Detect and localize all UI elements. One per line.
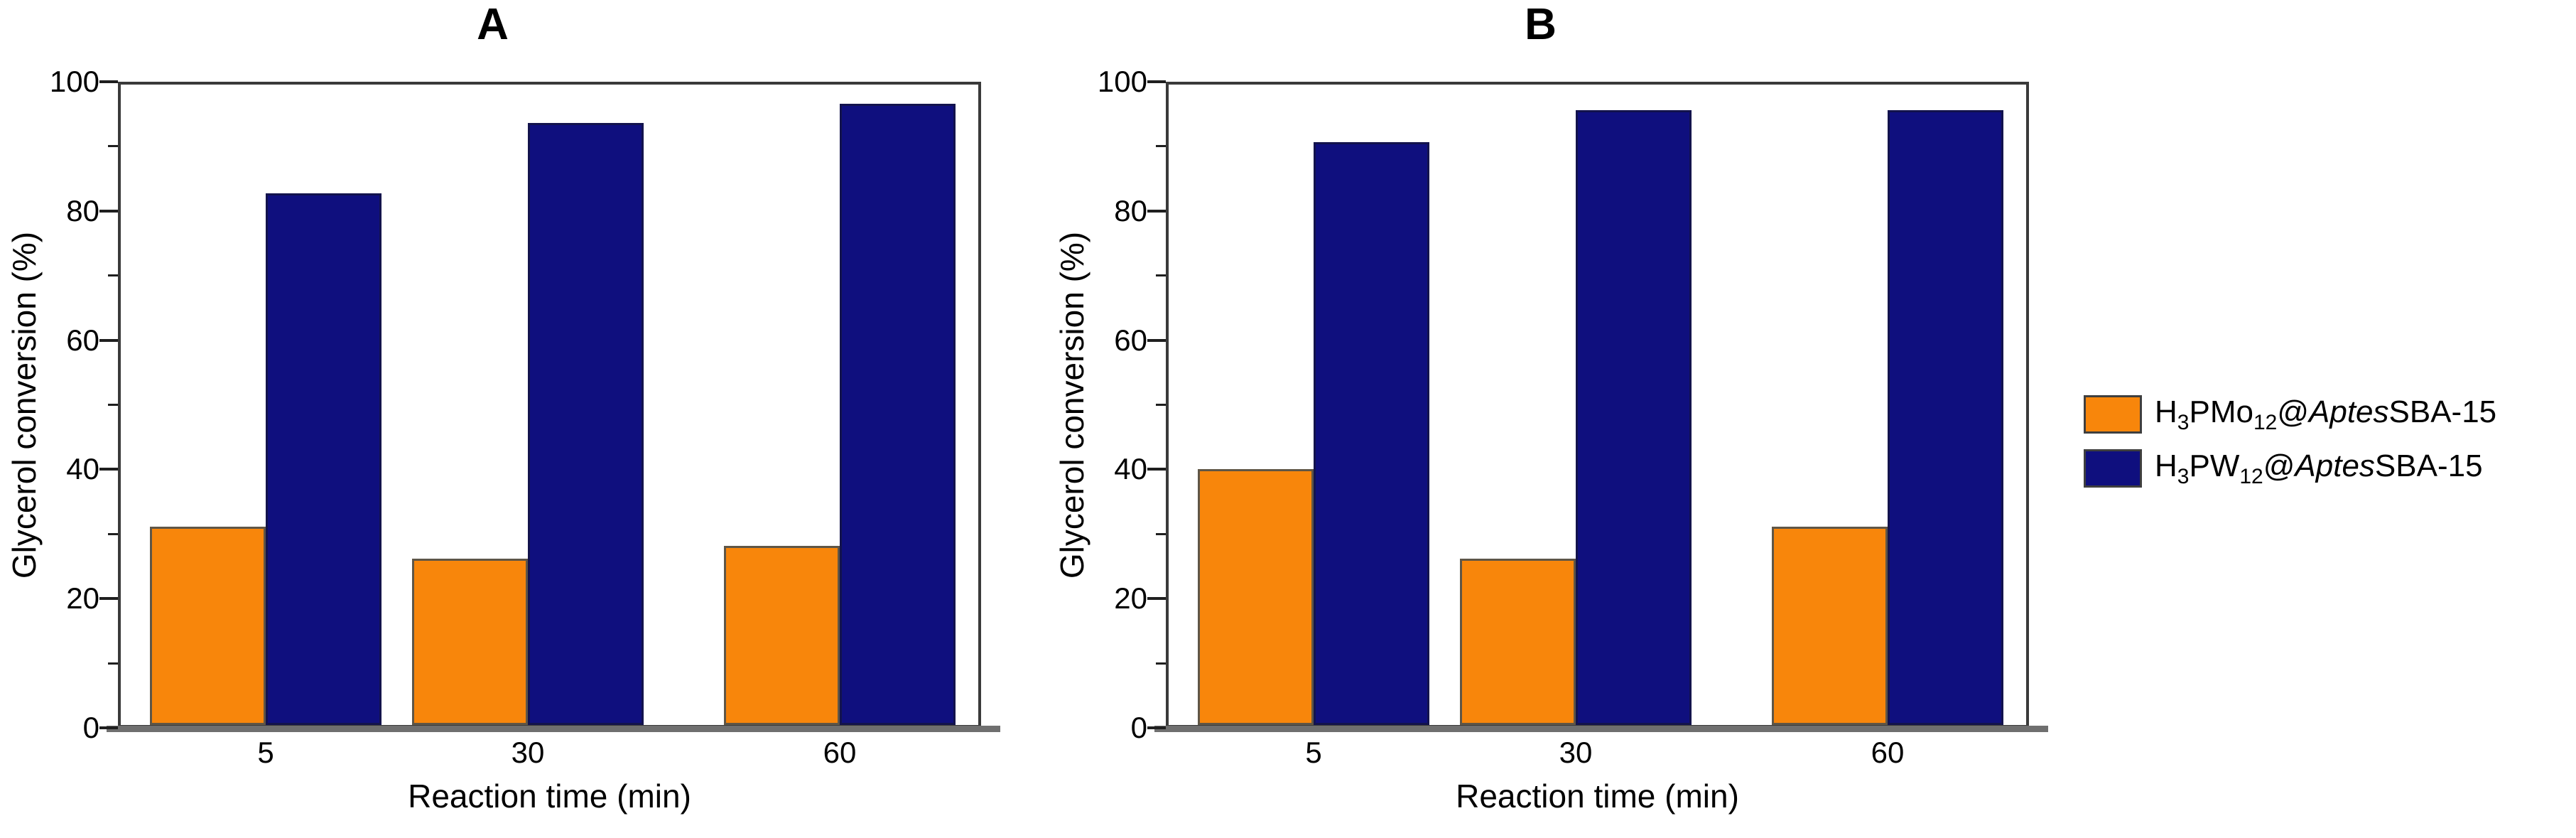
panel-a: A Glycerol conversion (%) Reaction time … <box>0 0 1066 838</box>
legend-swatch-orange <box>2084 395 2142 434</box>
panel-b-x-axis-title: Reaction time (min) <box>1456 778 1739 815</box>
bar-orange-5min <box>150 527 266 725</box>
y-tick-minor <box>1156 274 1166 277</box>
legend-subscript: 3 <box>2177 410 2190 434</box>
y-tick-major <box>1147 597 1166 601</box>
legend-subscript: 3 <box>2177 464 2190 488</box>
legend-text-part: SBA-15 <box>2388 394 2497 429</box>
bar-orange-5min <box>1198 469 1314 725</box>
legend-label-pw: H3PW12@AptesSBA-15 <box>2155 448 2483 489</box>
bar-orange-60min <box>1772 527 1888 725</box>
y-tick-minor <box>1156 662 1166 665</box>
bar-navy-5min <box>1314 142 1429 725</box>
bar-navy-5min <box>266 193 381 725</box>
y-tick-major <box>1147 209 1166 213</box>
legend: H3PMo12@AptesSBA-15 H3PW12@AptesSBA-15 <box>2084 394 2496 489</box>
legend-text-part: @ <box>2277 394 2309 429</box>
y-tick-major <box>1147 338 1166 342</box>
panel-b-y-axis-title: Glycerol conversion (%) <box>1054 231 1091 579</box>
legend-text-part: PW <box>2189 448 2240 483</box>
y-tick-major <box>99 80 118 83</box>
y-tick-major <box>99 338 118 342</box>
y-tick-minor <box>108 404 118 406</box>
x-tick-label: 5 <box>1305 736 1322 769</box>
panel-b: B Glycerol conversion (%) Reaction time … <box>1048 0 2114 838</box>
y-tick-label: 20 <box>1114 581 1147 616</box>
bar-navy-60min <box>840 104 956 725</box>
legend-text-part: @ <box>2263 448 2295 483</box>
y-tick-label: 80 <box>66 193 99 227</box>
legend-text-italic: Aptes <box>2309 394 2389 429</box>
x-tick-label: 60 <box>1871 736 1905 769</box>
panel-b-title: B <box>1525 0 1557 49</box>
y-tick-major <box>99 726 118 729</box>
y-tick-minor <box>1156 404 1166 406</box>
bar-orange-60min <box>724 546 840 725</box>
legend-item-pmo: H3PMo12@AptesSBA-15 <box>2084 394 2496 435</box>
legend-subscript: 12 <box>2239 464 2263 488</box>
y-tick-minor <box>108 532 118 535</box>
legend-subscript: 12 <box>2253 410 2278 434</box>
legend-text-part: PMo <box>2189 394 2253 429</box>
y-tick-minor <box>1156 145 1166 148</box>
y-tick-label: 40 <box>66 452 99 486</box>
legend-item-pw: H3PW12@AptesSBA-15 <box>2084 448 2496 489</box>
x-tick-label: 30 <box>511 736 545 769</box>
y-tick-minor <box>108 274 118 277</box>
y-tick-label: 60 <box>1114 323 1147 357</box>
panel-a-plot-area <box>118 82 981 728</box>
y-tick-label: 100 <box>49 65 99 98</box>
y-tick-label: 0 <box>1130 711 1147 744</box>
legend-text-part: SBA-15 <box>2374 448 2483 483</box>
panel-a-x-axis-title: Reaction time (min) <box>408 778 691 815</box>
y-tick-label: 20 <box>66 581 99 616</box>
panel-b-x-axis-line <box>1154 726 2048 732</box>
y-tick-major <box>99 597 118 601</box>
bar-navy-60min <box>1888 110 2003 725</box>
panel-a-title: A <box>477 0 509 49</box>
y-tick-label: 100 <box>1097 65 1147 98</box>
legend-text-part: H <box>2155 394 2177 429</box>
legend-text-part: H <box>2155 448 2177 483</box>
y-tick-major <box>1147 80 1166 83</box>
y-tick-major <box>1147 468 1166 471</box>
y-tick-label: 80 <box>1114 193 1147 227</box>
bar-navy-30min <box>1576 110 1692 725</box>
x-tick-label: 60 <box>823 736 857 769</box>
y-tick-label: 40 <box>1114 452 1147 486</box>
y-tick-minor <box>108 662 118 665</box>
y-tick-major <box>1147 726 1166 729</box>
y-tick-minor <box>1156 532 1166 535</box>
x-tick-label: 30 <box>1559 736 1593 769</box>
y-tick-label: 0 <box>82 711 99 744</box>
x-tick-label: 5 <box>257 736 274 769</box>
y-tick-label: 60 <box>66 323 99 357</box>
bar-orange-30min <box>1460 559 1576 725</box>
legend-text-italic: Aptes <box>2295 448 2375 483</box>
legend-swatch-navy <box>2084 449 2142 488</box>
y-tick-major <box>99 209 118 213</box>
y-tick-major <box>99 468 118 471</box>
panel-a-y-axis-title: Glycerol conversion (%) <box>6 231 43 579</box>
y-tick-minor <box>108 145 118 148</box>
legend-label-pmo: H3PMo12@AptesSBA-15 <box>2155 394 2496 435</box>
bar-navy-30min <box>528 123 644 725</box>
panel-b-plot-area <box>1166 82 2029 728</box>
panel-a-x-axis-line <box>107 726 1000 732</box>
bar-orange-30min <box>412 559 528 725</box>
